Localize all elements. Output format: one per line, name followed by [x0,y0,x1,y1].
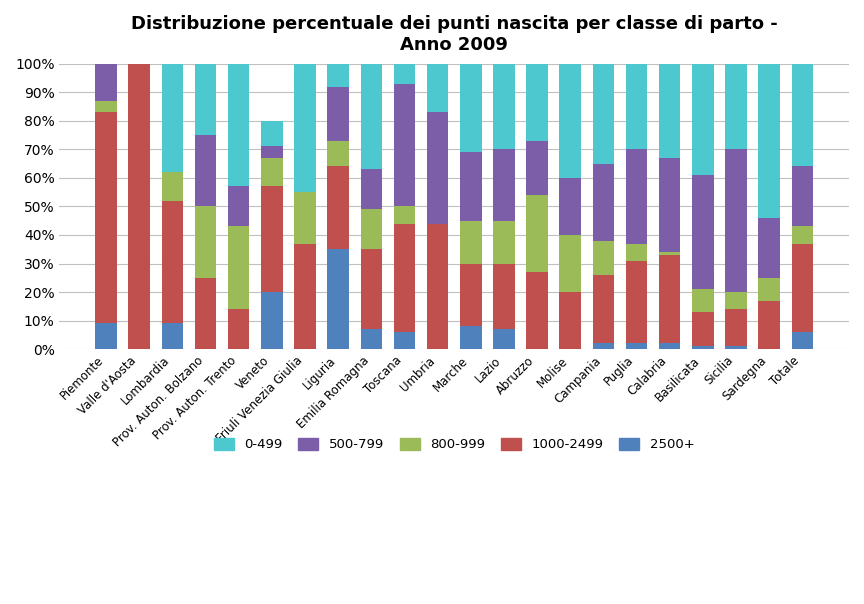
Bar [162,324,183,349]
Bar [560,63,581,178]
Bar [791,226,813,243]
Bar [593,63,614,164]
Bar [791,63,813,167]
Bar [526,141,548,195]
Bar [360,209,382,249]
Bar [394,332,416,349]
Bar [759,278,780,301]
Bar [194,207,216,278]
Bar [129,63,150,349]
Bar [295,243,315,349]
Bar [360,249,382,329]
Bar [460,263,481,326]
Bar [95,63,117,101]
Bar [626,149,647,243]
Bar [493,263,515,329]
Bar [228,309,250,349]
Bar [95,324,117,349]
Bar [228,187,250,226]
Bar [427,63,448,112]
Bar [460,63,481,152]
Bar [725,149,746,292]
Bar [692,346,714,349]
Bar [659,158,681,252]
Bar [791,167,813,226]
Bar [692,63,714,175]
Bar [659,344,681,349]
Bar [162,63,183,172]
Bar [327,141,349,167]
Bar [460,220,481,263]
Bar [526,63,548,141]
Bar [327,63,349,86]
Bar [692,312,714,346]
Bar [261,147,283,158]
Bar [692,175,714,289]
Bar [759,63,780,218]
Bar [626,63,647,149]
Bar [261,187,283,292]
Bar [692,289,714,312]
Bar [593,240,614,275]
Bar [261,121,283,147]
Bar [194,135,216,207]
Bar [759,301,780,349]
Bar [593,164,614,240]
Bar [493,329,515,349]
Bar [759,218,780,278]
Bar [460,326,481,349]
Bar [526,272,548,349]
Bar [725,63,746,149]
Bar [526,195,548,272]
Bar [626,243,647,261]
Bar [95,112,117,324]
Bar [659,255,681,344]
Bar [194,63,216,135]
Bar [560,292,581,349]
Bar [394,63,416,84]
Bar [593,275,614,344]
Bar [394,207,416,223]
Bar [261,158,283,187]
Bar [295,63,315,192]
Bar [427,112,448,223]
Bar [560,235,581,292]
Bar [427,223,448,349]
Bar [394,84,416,207]
Bar [791,332,813,349]
Bar [725,292,746,309]
Bar [327,167,349,249]
Bar [626,261,647,344]
Bar [791,243,813,332]
Bar [360,329,382,349]
Bar [295,192,315,243]
Bar [95,101,117,112]
Bar [394,223,416,332]
Bar [659,63,681,158]
Bar [626,344,647,349]
Bar [493,220,515,263]
Bar [327,86,349,141]
Bar [560,178,581,235]
Bar [493,149,515,220]
Bar [162,201,183,324]
Bar [725,309,746,346]
Bar [725,346,746,349]
Bar [228,226,250,309]
Bar [360,169,382,209]
Title: Distribuzione percentuale dei punti nascita per classe di parto -
Anno 2009: Distribuzione percentuale dei punti nasc… [130,15,778,54]
Bar [460,152,481,220]
Bar [327,249,349,349]
Bar [659,252,681,255]
Bar [162,172,183,201]
Legend: 0-499, 500-799, 800-999, 1000-2499, 2500+: 0-499, 500-799, 800-999, 1000-2499, 2500… [209,433,700,457]
Bar [194,278,216,349]
Bar [593,344,614,349]
Bar [261,292,283,349]
Bar [493,63,515,149]
Bar [228,63,250,187]
Bar [360,63,382,169]
